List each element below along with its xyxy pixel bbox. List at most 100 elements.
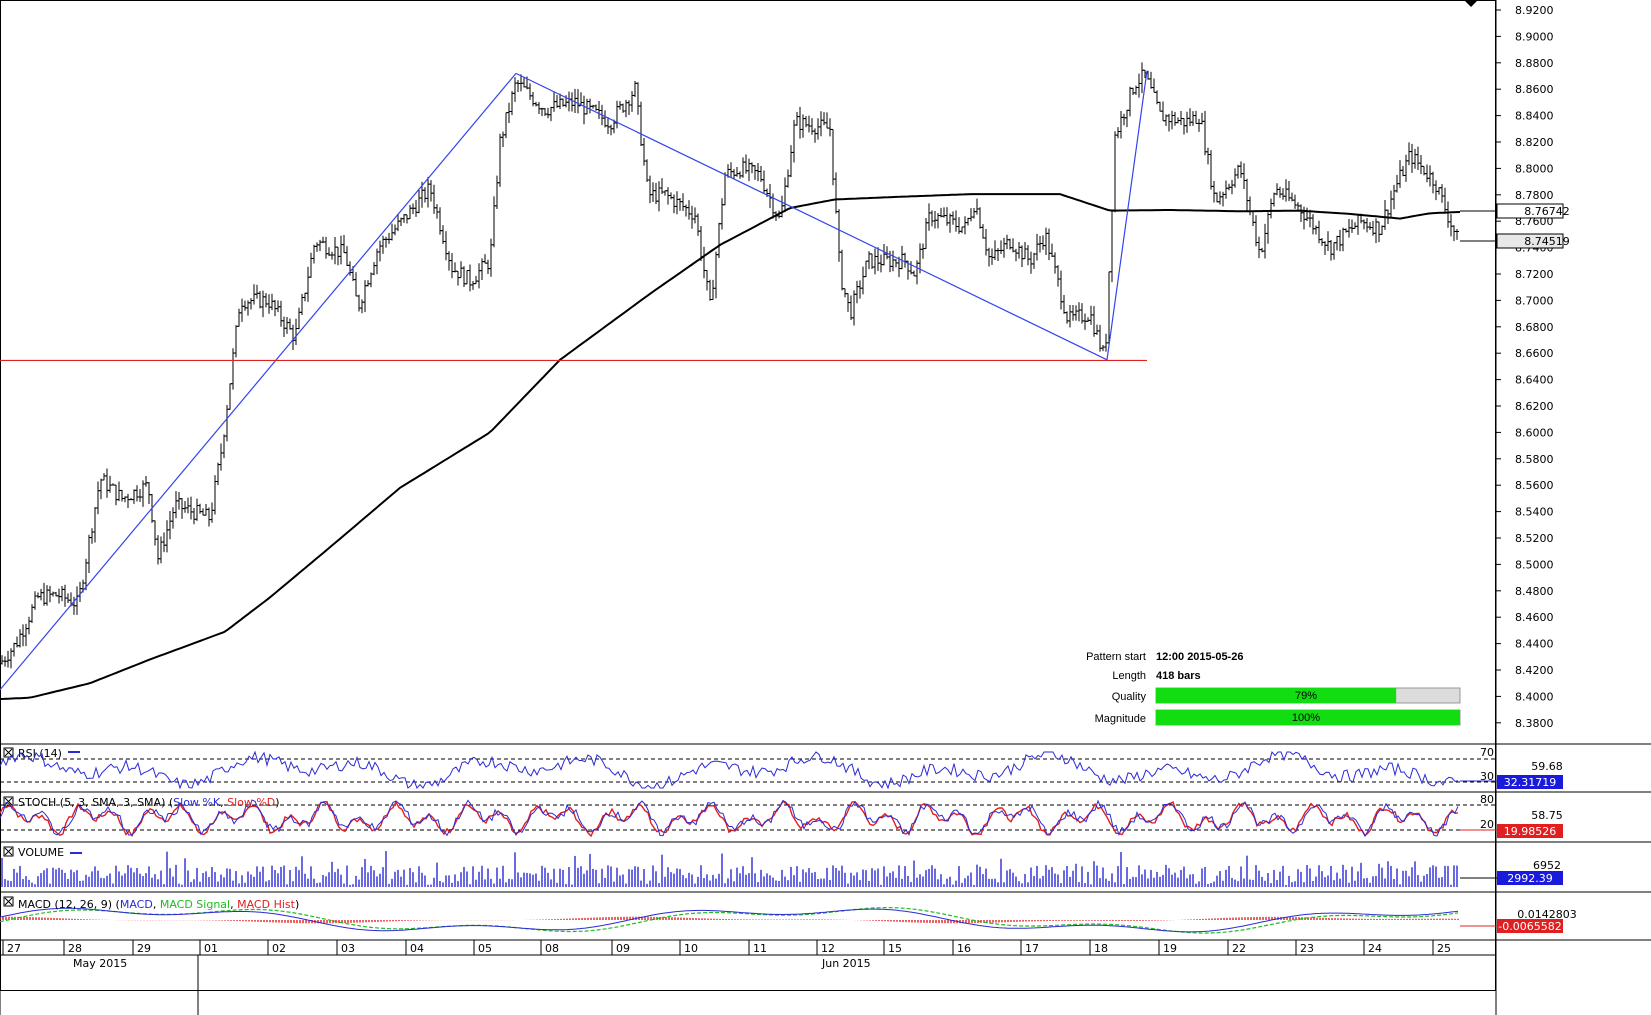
pattern-line [0,72,517,691]
macd-main-name: MACD [120,898,153,911]
price-tick-label: 8.5800 [1515,453,1554,466]
price-tick-label: 8.7200 [1515,268,1554,281]
volume-bars [1,851,1458,887]
volume-mid-label: 6952 [1533,859,1561,872]
macd-title-group: MACD (12, 26, 9) (MACD, MACD Signal, MAC… [18,898,299,911]
price-tick-label: 8.9200 [1515,4,1554,17]
price-tick-label: 8.8400 [1515,110,1554,123]
pattern-line [515,72,1108,361]
stoch-level-high-label: 80 [1480,793,1494,806]
ma-last-value-marker: 8.76742 [1460,203,1570,219]
stoch-title-group: STOCH (5, 3, SMA, 3, SMA) (Slow %K, Slow… [18,796,280,809]
rsi-title: RSI (14) [18,747,62,760]
stoch-level-low-label: 20 [1480,818,1494,831]
time-tick-label: 12 [821,942,835,955]
stoch-k-name: Slow %K [173,796,221,809]
price-tick-label: 8.4800 [1515,585,1554,598]
volume-title: VOLUME [18,846,64,859]
stoch-d-name: Slow %D [227,796,275,809]
macd-title: MACD (12, 26, 9) [18,898,112,911]
time-tick-label: 16 [957,942,971,955]
chart-menu-triangle-icon[interactable] [1464,0,1478,7]
time-tick-label: 19 [1163,942,1177,955]
time-tick-label: 18 [1094,942,1108,955]
price-tick-label: 8.4600 [1515,611,1554,624]
time-tick-label: 25 [1437,942,1451,955]
price-tick-label: 8.6000 [1515,426,1554,439]
quality-value: 79% [1295,690,1317,702]
price-tick-label: 8.8800 [1515,57,1554,70]
price-tick-label: 8.8200 [1515,136,1554,149]
pattern-length-label: Length [1112,670,1146,682]
rsi-line [0,750,1459,790]
price-tick-label: 8.4200 [1515,664,1554,677]
price-bars [0,62,1459,669]
pattern-quality-label: Quality [1112,691,1147,703]
ohlc-bar [1455,228,1459,240]
volume-value-label: 2992.39 [1507,872,1553,885]
pattern-length-value: 418 bars [1156,670,1201,682]
macd-hist-name: MACD Hist [237,898,296,911]
rsi-level-low-label: 30 [1480,770,1494,783]
rsi-mid-label: 59.68 [1531,760,1563,773]
pattern-magnitude-label: Magnitude [1095,713,1146,725]
magnitude-value: 100% [1292,712,1320,724]
volume-pane: VOLUME 6952 2992.39 [1,846,1563,887]
stoch-k-line [0,799,1459,837]
month-label: May 2015 [73,957,127,970]
time-tick-label: 03 [341,942,355,955]
quality-bar-fill [1156,688,1397,703]
chart-frame [0,0,1496,991]
price-last-label: 8.74519 [1524,235,1570,248]
time-tick-label: 11 [753,942,767,955]
macd-main-line [0,907,1459,933]
price-tick-label: 8.5200 [1515,532,1554,545]
macd-signal-name: MACD Signal [160,898,230,911]
magnitude-bar-fill [1156,710,1460,725]
price-last-value-marker: 8.74519 [1460,233,1570,249]
macd-pane: MACD (12, 26, 9) (MACD, MACD Signal, MAC… [0,896,1577,934]
pattern-line [1106,70,1148,360]
price-tick-label: 8.7000 [1515,294,1554,307]
price-tick-label: 8.6400 [1515,374,1554,387]
time-tick-label: 23 [1300,942,1314,955]
time-axis: 27 28 29 01 02 03 04 05 08 09 10 11 12 15 16 17 18 19 22 23… [0,940,1451,1015]
price-tick-label: 8.4400 [1515,638,1554,651]
stoch-mid-label: 58.75 [1531,809,1563,822]
moving-average-line [0,193,1461,700]
pattern-lines [0,70,1148,691]
price-tick-label: 8.6600 [1515,347,1554,360]
time-tick-label: 01 [204,942,218,955]
price-tick-label: 8.3800 [1515,717,1554,730]
volume-value-box [1497,871,1563,885]
time-tick-label: 24 [1368,942,1382,955]
time-tick-label: 17 [1025,942,1039,955]
time-tick-label: 15 [888,942,902,955]
macd-value-box [1497,919,1563,933]
price-tick-label: 8.5000 [1515,558,1554,571]
price-tick-label: 8.5600 [1515,479,1554,492]
time-tick-label: 05 [478,942,492,955]
price-tick-label: 8.9000 [1515,30,1554,43]
stoch-value-box [1497,824,1563,838]
stoch-title: STOCH (5, 3, SMA, 3, SMA) [18,796,165,809]
stoch-value-label: 19.98526 [1504,825,1557,838]
price-axis-ticks: 8.9200 8.9000 8.8800 8.8600 8.8400 8.8200 8.80… [1496,4,1554,730]
macd-histogram [0,916,1459,924]
month-label: Jun 2015 [821,957,871,970]
time-tick-label: 22 [1232,942,1246,955]
rsi-value-box [1497,775,1563,789]
time-tick-label: 04 [410,942,424,955]
time-tick-label: 28 [68,942,82,955]
time-tick-label: 10 [684,942,698,955]
macd-top-label: 0.0142803 [1517,908,1577,921]
pattern-start-label: Pattern start [1086,651,1146,663]
macd-value-label: -0.0065582 [1498,920,1561,933]
rsi-level-high-label: 70 [1480,746,1494,759]
rsi-pane: RSI (14) 70 30 59.68 32.31719 [0,746,1563,790]
time-tick-label: 29 [137,942,151,955]
price-tick-label: 8.8600 [1515,83,1554,96]
price-tick-label: 8.6800 [1515,321,1554,334]
stoch-d-line [0,800,1459,838]
